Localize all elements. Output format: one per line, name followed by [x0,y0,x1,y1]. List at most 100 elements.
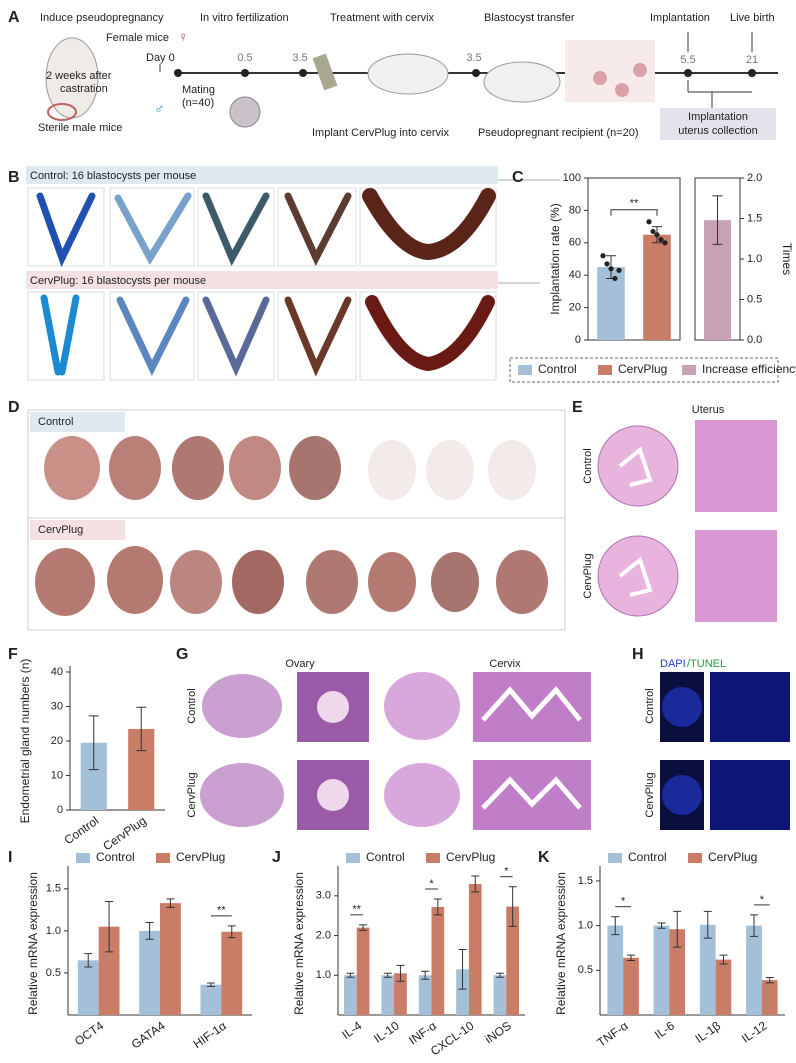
bar [418,975,432,1015]
step-title: Treatment with cervix [330,12,435,24]
legend-swatch [156,853,170,863]
panel-label: G [176,646,188,663]
error-bar [508,886,517,927]
bar [643,234,671,340]
histology-images [597,420,777,622]
label: uterus collection [678,125,758,137]
error-bar [421,970,430,980]
panel-label: K [538,849,550,866]
axis-title: Endometrial gland numbers (n) [18,659,32,824]
blastocyst [615,83,629,97]
row-label: CervPlug [582,553,594,598]
group-title: CervPlug [38,524,83,536]
error-bar [383,972,392,978]
group-banner [30,520,125,540]
panel-label: E [572,399,583,416]
label: castration [60,83,108,95]
y-tick-label: 0 [57,804,63,816]
y-tick-label: 30 [51,700,63,712]
error-bar [227,925,236,939]
axis-title: Relative mRNA expression [292,872,306,1015]
day-label: 5.5 [680,54,695,66]
y-tick-label: 20 [51,735,63,747]
y-tick-label: 2.0 [747,172,762,184]
y-tick-label: 0.0 [747,334,762,346]
axis-title: Relative mRNA expression [554,872,568,1015]
data-point [658,236,664,243]
error-bar [626,954,635,961]
x-tick-label: GATA4 [129,1018,168,1051]
timeline-dot [748,69,756,77]
legend-label: CervPlug [176,850,225,864]
error-bar [88,715,99,771]
bar [493,975,507,1015]
legend-label: CervPlug [708,850,757,864]
x-tick-label: TNF-α [595,1019,631,1050]
x-tick-label: CXCL-10 [428,1018,477,1058]
bar [456,969,469,1015]
error-bar [206,982,215,987]
data-point [604,261,610,267]
blastocyst [593,71,607,85]
y-tick-label: 1.0 [747,253,762,265]
data-point [616,267,622,273]
row-label: Control [186,688,198,723]
timeline-dot [174,69,182,77]
y-tick-label: 1.5 [578,875,593,887]
bar [160,903,181,1015]
group-title: Control: 16 blastocysts per mouse [30,170,196,182]
plot-frame [587,177,681,341]
x-tick-label: IL-12 [739,1018,770,1045]
female-symbol: ♀ [178,29,189,45]
step-title: Live birth [730,12,775,24]
y-tick-label: 2.0 [316,929,331,941]
error-bar [657,922,666,929]
error-bar [84,953,93,968]
embryo-illustration [229,96,261,128]
error-bar [136,706,147,752]
blastocyst [633,63,647,77]
significance-label: * [429,878,434,890]
panel-label: F [8,646,18,663]
error-bar [471,875,480,893]
legend-box [509,357,779,383]
row-label: CervPlug [644,772,656,817]
y-tick-label: 1.0 [316,969,331,981]
error-bar [495,972,504,978]
data-point [650,228,656,235]
stain-label: /TUNEL [687,658,726,670]
bar [139,930,160,1015]
group-banner [26,271,498,289]
error-bar [105,900,114,953]
bar [468,883,482,1015]
error-bar [765,976,774,984]
y-tick-label: 3.0 [316,890,331,902]
label: Mating [182,84,215,96]
bar [623,957,639,1015]
cervplug-illustration [312,53,338,91]
axis-title: Relative mRNA expression [26,872,40,1015]
legend-swatch [76,853,90,863]
significance-label: ** [630,198,639,210]
pup-photos [44,436,536,500]
legend-swatch [598,365,612,375]
legend-swatch [682,365,696,375]
x-tick-label: IL-4 [339,1018,364,1042]
uterus-photos [27,291,497,381]
bar [431,906,445,1015]
label: Female mice [106,32,169,44]
legend-swatch [426,853,440,863]
bar [746,925,762,1015]
data-point [600,253,606,259]
legend-label: Control [538,362,577,376]
error-bar [166,898,175,908]
fluorescence-images [660,672,790,830]
pup-photos [35,546,548,616]
y-tick-label: 0 [575,334,581,346]
bar [98,926,120,1015]
bar [653,925,670,1015]
panel-label: B [8,169,20,186]
bar [200,984,222,1015]
panel-label: J [272,849,281,866]
